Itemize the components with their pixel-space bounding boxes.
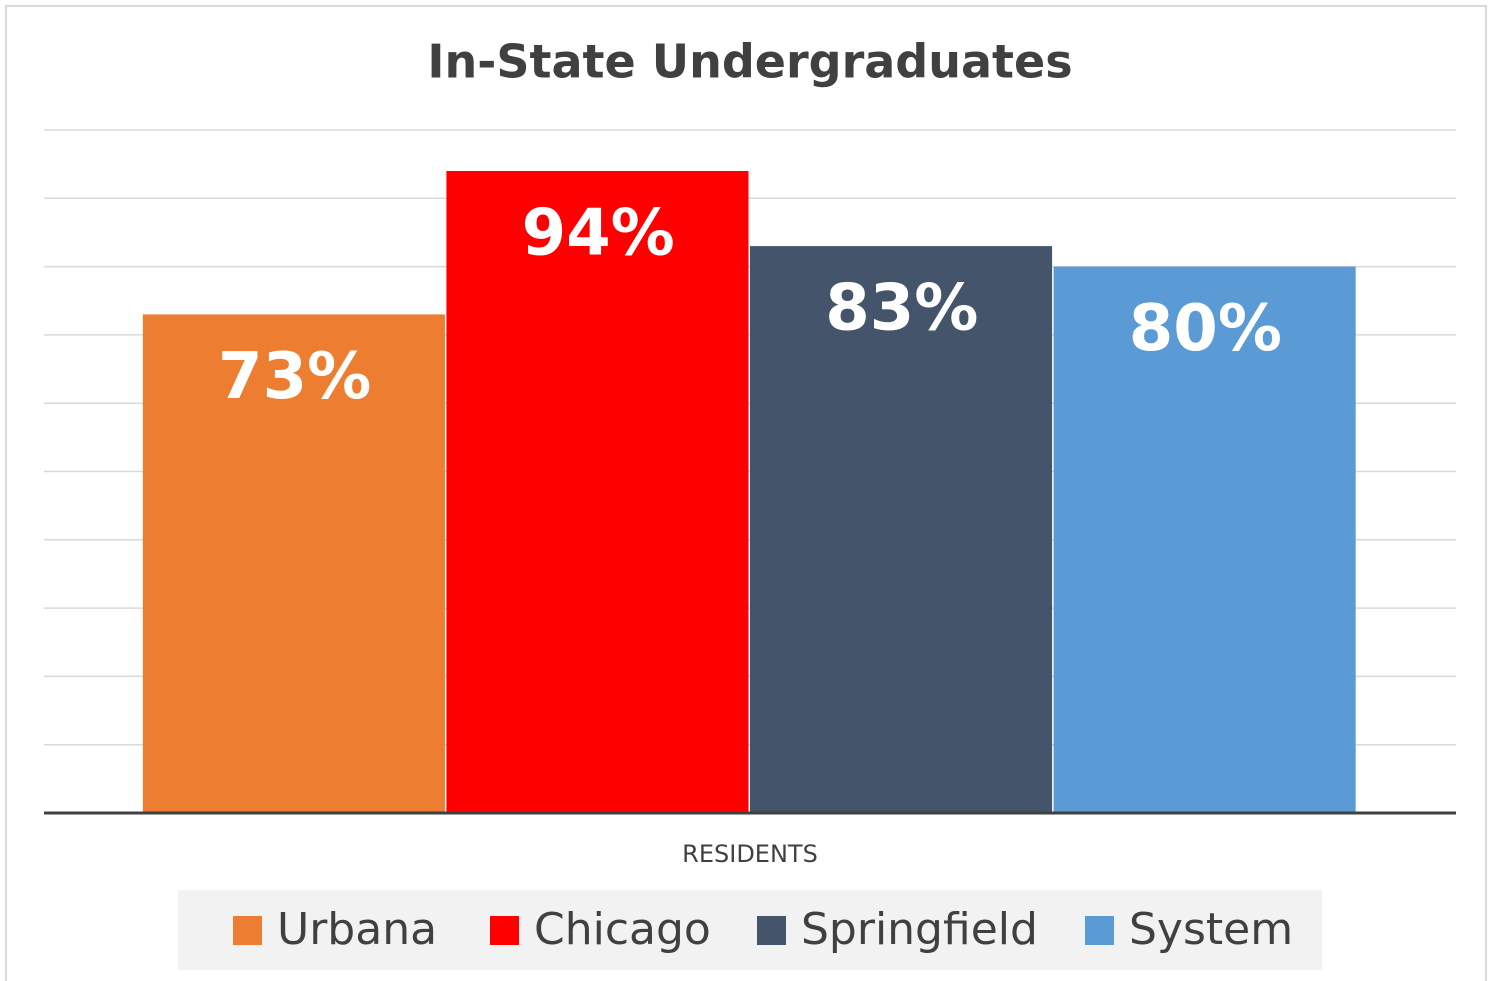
x-tick-label: RESIDENTS [682,840,818,868]
legend-swatch [233,916,262,945]
legend-label: Springfield [801,904,1038,955]
legend-box [178,890,1322,970]
legend-label: System [1129,904,1293,955]
data-label: 83% [825,272,978,346]
legend-swatch [490,916,519,945]
data-label: 80% [1129,292,1282,366]
bar [142,314,445,813]
legend-label: Urbana [277,904,437,955]
legend-label: Chicago [534,904,711,955]
bar [1053,266,1356,814]
bar [446,170,749,814]
legend-swatch [1085,916,1114,945]
chart-title: In-State Undergraduates [427,35,1072,89]
legend-swatch [757,916,786,945]
bar [750,246,1053,814]
data-label: 73% [218,340,371,414]
data-label: 94% [522,197,675,271]
